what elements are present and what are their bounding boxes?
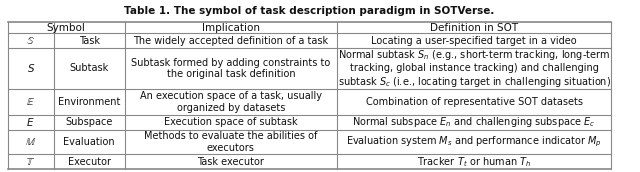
Text: Implication: Implication bbox=[202, 23, 260, 33]
Text: Table 1. The symbol of task description paradigm in SOTVerse.: Table 1. The symbol of task description … bbox=[124, 7, 495, 17]
Text: Normal subtask $S_n$ (e.g., short-term tracking, long-term
tracking, global inst: Normal subtask $S_n$ (e.g., short-term t… bbox=[338, 47, 611, 89]
Text: Subspace: Subspace bbox=[65, 117, 113, 127]
Text: The widely accepted definition of a task: The widely accepted definition of a task bbox=[133, 36, 328, 46]
Text: $\mathbb{E}$: $\mathbb{E}$ bbox=[26, 96, 35, 107]
Text: $\mathbb{S}$: $\mathbb{S}$ bbox=[26, 35, 35, 46]
Text: Locating a user-specified target in a video: Locating a user-specified target in a vi… bbox=[371, 36, 577, 46]
Text: Tracker $T_t$ or human $T_h$: Tracker $T_t$ or human $T_h$ bbox=[417, 155, 531, 169]
Text: Environment: Environment bbox=[58, 97, 120, 107]
Text: Evaluation: Evaluation bbox=[63, 137, 115, 147]
Text: Symbol: Symbol bbox=[47, 23, 86, 33]
Text: Combination of representative SOT datasets: Combination of representative SOT datase… bbox=[365, 97, 582, 107]
Text: $\mathbb{M}$: $\mathbb{M}$ bbox=[25, 136, 36, 147]
Text: $S$: $S$ bbox=[26, 62, 35, 74]
Text: Normal subspace $E_n$ and challenging subspace $E_c$: Normal subspace $E_n$ and challenging su… bbox=[353, 115, 596, 129]
Text: Evaluation system $M_s$ and performance indicator $M_p$: Evaluation system $M_s$ and performance … bbox=[346, 135, 602, 149]
Text: $\mathbb{T}$: $\mathbb{T}$ bbox=[26, 156, 35, 167]
Text: Methods to evaluate the abilities of
executors: Methods to evaluate the abilities of exe… bbox=[144, 131, 317, 153]
Text: Task: Task bbox=[79, 36, 100, 46]
Text: Executor: Executor bbox=[68, 157, 111, 167]
Text: Task executor: Task executor bbox=[197, 157, 264, 167]
Text: Subtask formed by adding constraints to
the original task definition: Subtask formed by adding constraints to … bbox=[131, 58, 330, 79]
Text: Definition in SOT: Definition in SOT bbox=[430, 23, 518, 33]
Text: $E$: $E$ bbox=[26, 116, 35, 128]
Text: An execution space of a task, usually
organized by datasets: An execution space of a task, usually or… bbox=[140, 91, 322, 113]
Text: Execution space of subtask: Execution space of subtask bbox=[164, 117, 298, 127]
Text: Subtask: Subtask bbox=[70, 63, 109, 73]
